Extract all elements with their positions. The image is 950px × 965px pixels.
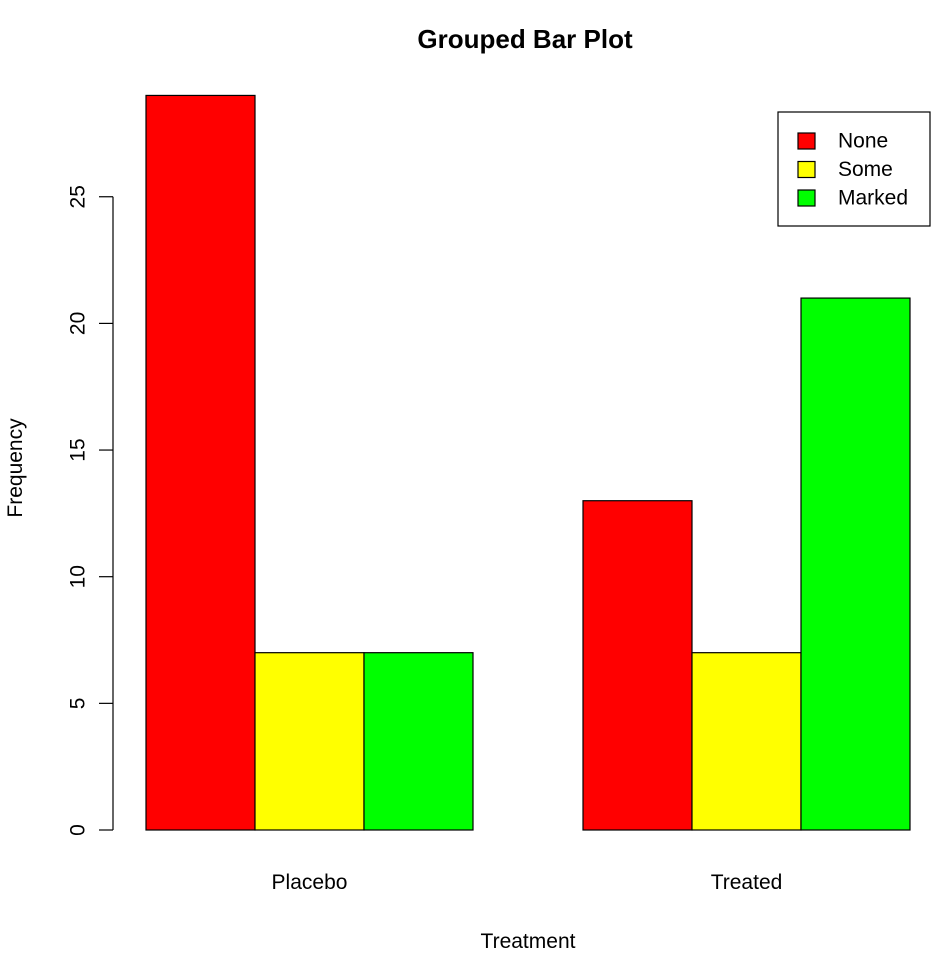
bar-none-treated [582, 500, 693, 831]
bar-some-placebo [254, 652, 365, 831]
bar-none-placebo [145, 94, 256, 831]
legend-label-none: None [838, 130, 888, 153]
legend-label-some: Some [838, 158, 893, 181]
y-tick-label: 15 [67, 438, 90, 461]
y-tick-label: 0 [67, 824, 90, 836]
x-tick-label: Treated [711, 871, 783, 894]
y-tick-label: 20 [67, 312, 90, 335]
y-axis: 0 5 10 15 20 25 [67, 185, 114, 836]
y-tick-label: 10 [67, 565, 90, 588]
bar-marked-treated [800, 297, 911, 831]
legend-swatch-some [797, 160, 816, 179]
legend-label-marked: Marked [838, 187, 908, 210]
bars-group [145, 94, 911, 831]
bar-some-treated [691, 652, 802, 831]
x-tick-labels: Placebo Treated [272, 871, 783, 894]
bar-marked-placebo [363, 652, 474, 831]
legend: None Some Marked [777, 111, 931, 227]
chart-title: Grouped Bar Plot [417, 24, 633, 54]
legend-swatch-marked [797, 189, 816, 207]
y-tick-label: 5 [67, 698, 90, 710]
legend-swatch-none [797, 132, 816, 150]
y-tick-label: 25 [67, 185, 90, 208]
y-axis-label: Frequency [4, 418, 27, 518]
x-axis-label: Treatment [481, 930, 576, 953]
x-tick-label: Placebo [272, 871, 348, 894]
